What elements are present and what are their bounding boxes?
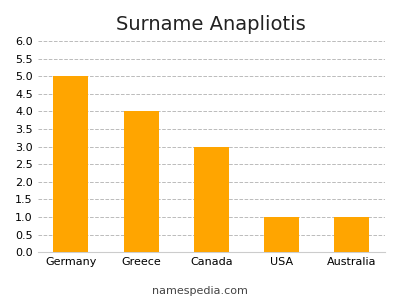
Bar: [124, 112, 159, 252]
Bar: [264, 217, 299, 252]
Bar: [54, 76, 88, 252]
Bar: [194, 147, 229, 252]
Text: namespedia.com: namespedia.com: [152, 286, 248, 296]
Title: Surname Anapliotis: Surname Anapliotis: [116, 15, 306, 34]
Bar: [334, 217, 369, 252]
